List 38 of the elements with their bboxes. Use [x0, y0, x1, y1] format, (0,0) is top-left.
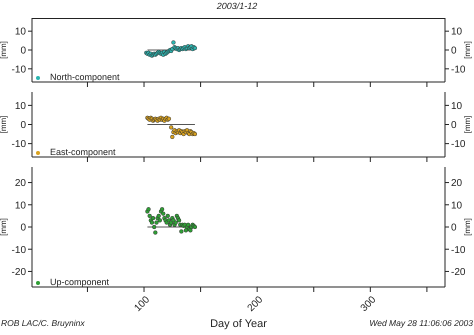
- y-tick-label: -10: [12, 139, 26, 150]
- x-tick-label: 300: [358, 294, 379, 314]
- y2-tick-label: -20: [451, 266, 466, 278]
- y2-axis-title: [mm]: [463, 41, 472, 59]
- y-tick-label: 10: [14, 200, 26, 212]
- y-axis-title: [mm]: [0, 218, 8, 236]
- x-tick-label: 100: [132, 294, 152, 314]
- y-tick-label: 0: [20, 222, 26, 234]
- y-tick-label: 0: [20, 120, 26, 132]
- y2-tick-label: 0: [451, 46, 457, 57]
- legend-label: Up-component: [50, 277, 110, 287]
- y-tick-label: -10: [12, 64, 26, 76]
- text: Wed May 28 11:06:06 2003: [369, 318, 473, 328]
- y2-tick-label: 10: [451, 26, 463, 38]
- y2-tick-label: -10: [451, 139, 466, 150]
- y2-tick-label: 10: [451, 100, 463, 112]
- y2-axis-title: [mm]: [463, 116, 472, 134]
- y2-tick-label: -10: [451, 244, 466, 256]
- x-tick-label: 200: [246, 294, 266, 314]
- legend-label: East-component: [50, 147, 116, 157]
- y-tick-label: 0: [20, 46, 26, 57]
- legend-label: North-component: [50, 72, 120, 82]
- y2-tick-label: 20: [451, 178, 463, 190]
- y2-tick-label: 10: [451, 200, 463, 212]
- y2-tick-label: -10: [451, 64, 466, 76]
- text: ROB LAC/C. Bruyninx: [1, 318, 85, 328]
- y-tick-label: 20: [14, 178, 26, 190]
- chart-title: 2003/1-12: [216, 1, 258, 11]
- y-axis-title: [mm]: [0, 116, 8, 134]
- y2-tick-label: 0: [451, 120, 457, 132]
- y-tick-label: -10: [12, 244, 26, 256]
- y-axis-title: [mm]: [0, 41, 8, 59]
- y-tick-label: 10: [14, 26, 26, 38]
- y2-axis-title: [mm]: [463, 218, 472, 236]
- y-tick-label: -20: [12, 266, 26, 278]
- y2-tick-label: 0: [451, 222, 457, 234]
- y-tick-label: 10: [14, 100, 26, 112]
- x-axis-title: Day of Year: [210, 318, 268, 330]
